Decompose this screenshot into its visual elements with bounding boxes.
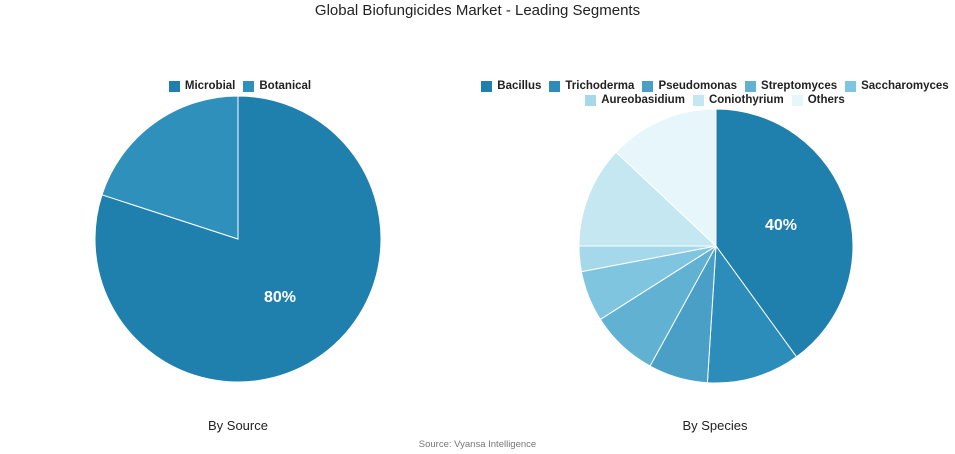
- legend-label: Aureobasidium: [601, 94, 685, 106]
- data-label-microbial: 80%: [264, 289, 296, 306]
- legend-label: Bacillus: [497, 80, 542, 92]
- pie-1: 40%: [578, 108, 854, 384]
- legend-item-coniothyrium: Coniothyrium: [692, 94, 784, 106]
- data-label-bacillus: 40%: [765, 217, 797, 234]
- source-note: Source: Vyansa Intelligence: [418, 439, 537, 450]
- legend-by-species: Bacillus Trichoderma Pseudomonas Streptomyc…: [470, 80, 955, 106]
- legend-label: Saccharomyces: [861, 80, 949, 92]
- pie-slice-trichoderma: [706, 244, 798, 384]
- legend-label: Coniothyrium: [708, 94, 784, 106]
- legend-label: Others: [807, 94, 845, 106]
- legend-swatch: [168, 80, 180, 92]
- legend-item-saccharomyces: Saccharomyces: [845, 80, 949, 92]
- subtitle-by-source: By Source: [208, 418, 268, 433]
- legend-item-microbial: Microbial: [168, 80, 236, 92]
- legend-item-streptomyces: Streptomyces: [745, 80, 837, 92]
- legend-label: Microbial: [184, 80, 236, 92]
- legend-item-bacillus: Bacillus: [481, 80, 541, 92]
- subtitle-by-species: By Species: [682, 418, 748, 433]
- legend-item-aureobasidium: Aureobasidium: [585, 94, 685, 106]
- legend-swatch: [481, 80, 493, 92]
- legend-label: Pseudomonas: [658, 80, 738, 92]
- legend-swatch: [791, 94, 803, 106]
- legend-item-others: Others: [791, 94, 845, 106]
- legend-swatch: [549, 80, 561, 92]
- pie-slice-coniothyrium: [578, 151, 718, 247]
- legend-swatch: [585, 94, 597, 106]
- pie-slice-bacillus: [715, 108, 854, 358]
- legend-item-pseudomonas: Pseudomonas: [642, 80, 737, 92]
- legend-swatch: [642, 80, 654, 92]
- pie-0: 80%: [94, 95, 382, 383]
- legend-swatch: [845, 80, 857, 92]
- pie-slice-botanical: [101, 95, 239, 240]
- legend-item-botanical: Botanical: [243, 80, 311, 92]
- legend-label: Trichoderma: [565, 80, 635, 92]
- legend-item-trichoderma: Trichoderma: [549, 80, 634, 92]
- pie-slice-others: [615, 108, 717, 248]
- legend-label: Botanical: [259, 80, 312, 92]
- chart-title: Global Biofungicides Market - Leading Se…: [314, 2, 641, 19]
- legend-label: Streptomyces: [761, 80, 838, 92]
- legend-swatch: [745, 80, 757, 92]
- legend-by-source: Microbial Botanical: [140, 80, 340, 92]
- legend-swatch: [692, 94, 704, 106]
- legend-swatch: [243, 80, 255, 92]
